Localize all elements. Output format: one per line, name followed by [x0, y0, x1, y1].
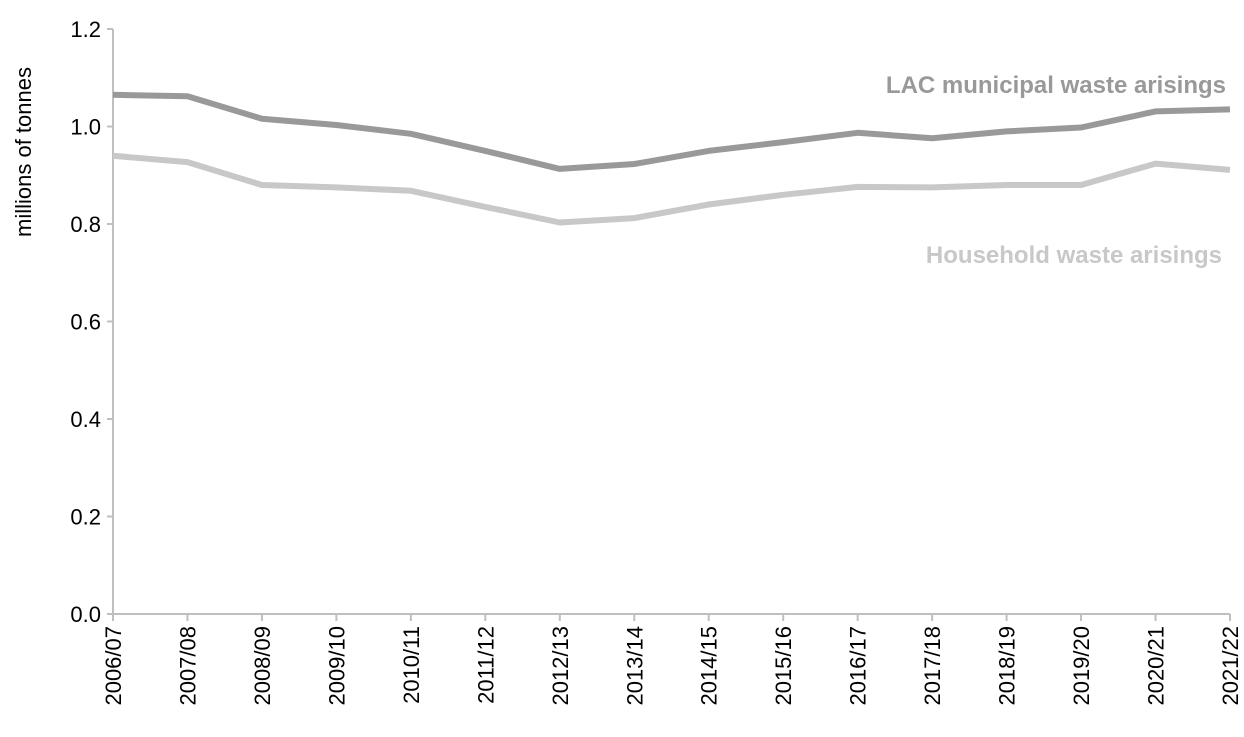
- series-lines: [112, 91, 1231, 226]
- y-tick-label: 0.6: [70, 310, 101, 335]
- series-label-household: Household waste arisings: [926, 242, 1222, 269]
- x-tick-label: 2014/15: [697, 626, 722, 706]
- x-tick-label: 2018/19: [995, 626, 1020, 706]
- y-axis-title: millions of tonnes: [11, 67, 36, 237]
- series-line-household: [112, 152, 1231, 226]
- y-tick-label: 0.2: [70, 505, 101, 530]
- x-tick-label: 2019/20: [1069, 626, 1094, 706]
- y-tick-label: 1.0: [70, 115, 101, 140]
- x-tick-label: 2010/11: [399, 626, 424, 704]
- axes: 0.0 0.2 0.4 0.6 0.8 1.0 1.2 2006/07 2007/08 2008/…: [70, 17, 1243, 706]
- y-tick-label: 0.4: [70, 407, 101, 432]
- x-tick-label: 2011/12: [473, 626, 498, 704]
- x-tick-label: 2015/16: [771, 626, 796, 706]
- y-tick-label: 1.2: [70, 17, 101, 42]
- series-label-lac-municipal: LAC municipal waste arisings: [886, 72, 1226, 99]
- series-line-lac-municipal: [112, 91, 1231, 172]
- x-tick-label: 2006/07: [101, 626, 126, 706]
- x-tick-label: 2012/13: [548, 626, 573, 706]
- x-tick-label: 2008/09: [250, 626, 275, 706]
- y-tick-label: 0.0: [70, 602, 101, 627]
- x-tick-label: 2007/08: [175, 626, 200, 706]
- y-tick-label: 0.8: [70, 212, 101, 237]
- x-tick-label: 2017/18: [920, 626, 945, 706]
- x-tick-label: 2013/14: [622, 626, 647, 706]
- x-tick-label: 2009/10: [324, 626, 349, 706]
- x-tick-label: 2020/21: [1144, 626, 1169, 706]
- series-labels: LAC municipal waste arisings Household wa…: [886, 72, 1226, 269]
- x-tick-label: 2016/17: [846, 626, 871, 706]
- x-tick-label: 2021/22: [1218, 626, 1243, 706]
